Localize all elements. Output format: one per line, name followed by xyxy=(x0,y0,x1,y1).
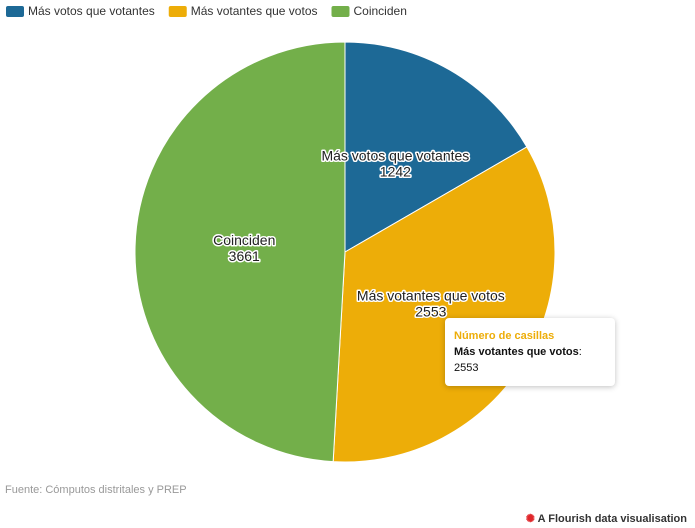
slice-value: 2553 xyxy=(415,304,446,320)
slice-value: 1242 xyxy=(380,163,411,179)
credit[interactable]: A Flourish data visualisation xyxy=(526,512,687,525)
legend-label: Más votos que votantes xyxy=(28,4,155,18)
legend-swatch xyxy=(168,6,187,17)
pie-slice xyxy=(344,41,528,253)
slice-label: Más votos que votantes xyxy=(321,147,469,163)
tooltip-title: Número de casillas xyxy=(454,330,555,342)
tooltip-value: 2553 xyxy=(454,362,479,374)
legend-label: Más votantes que votos xyxy=(191,4,318,18)
legend-swatch xyxy=(6,6,24,17)
slice-label: Más votantes que votos xyxy=(357,288,505,304)
tooltip-row: Más votantes que votos: 2553 xyxy=(454,344,606,376)
source-note: Fuente: Cómputos distritales y PREP xyxy=(5,484,187,496)
slice-value: 3661 xyxy=(229,248,260,264)
legend-label: Coinciden xyxy=(354,4,407,18)
pie-slice xyxy=(134,41,346,463)
tooltip-category: Más votantes que votos xyxy=(454,346,579,358)
slice-label: Coinciden xyxy=(213,232,275,248)
tooltip: Número de casillas Más votantes que voto… xyxy=(445,318,615,386)
tooltip-separator: : xyxy=(578,346,582,358)
legend-swatch xyxy=(331,6,350,17)
